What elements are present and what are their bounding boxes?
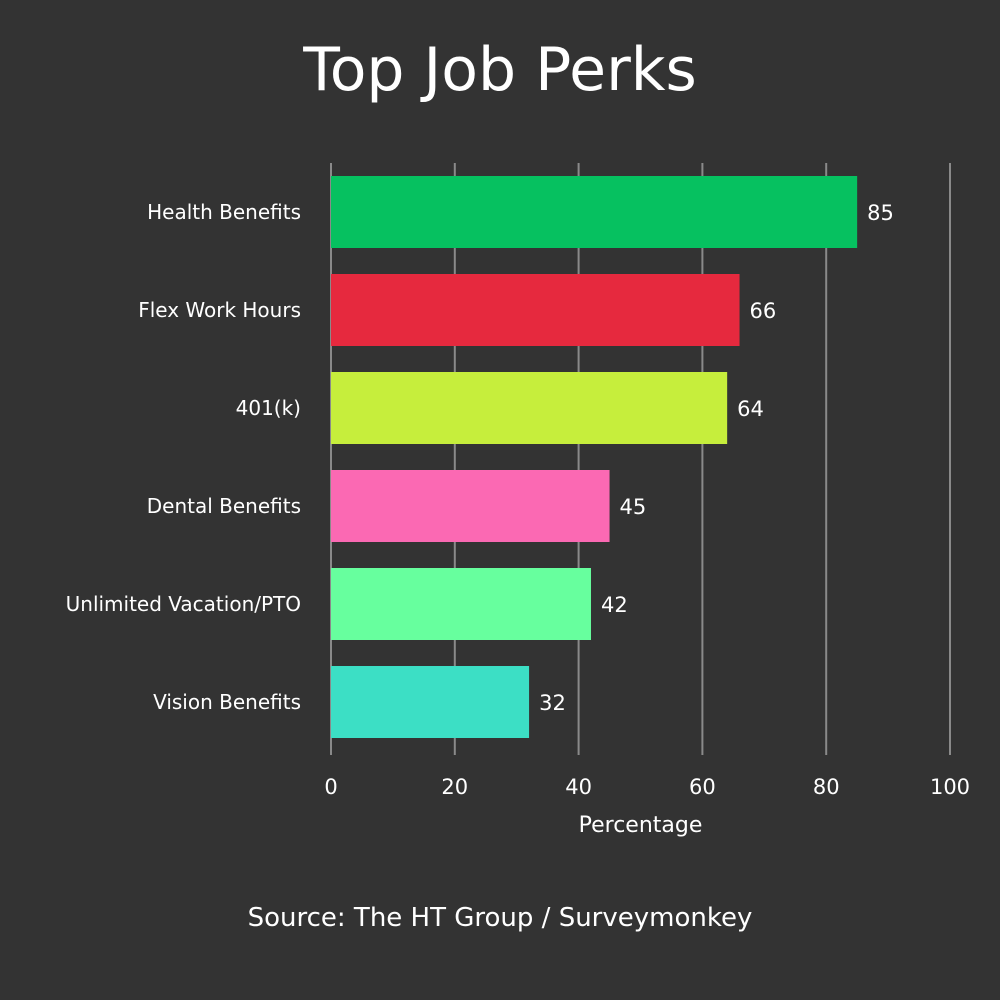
chart-title: Top Job Perks [303, 35, 697, 105]
bar-5 [331, 666, 530, 738]
data-label-2: 64 [737, 397, 764, 421]
data-label-5: 32 [539, 691, 566, 715]
category-label-1: Flex Work Hours [138, 298, 301, 322]
category-label-5: Vision Benefits [153, 690, 301, 714]
category-label-3: Dental Benefits [147, 494, 301, 518]
data-label-3: 45 [620, 495, 647, 519]
x-tick-label-4: 80 [813, 775, 840, 799]
bar-3 [331, 470, 610, 542]
data-label-0: 85 [867, 201, 894, 225]
category-label-4: Unlimited Vacation/PTO [66, 592, 301, 616]
source-note: Source: The HT Group / Surveymonkey [247, 903, 753, 933]
x-tick-label-0: 0 [324, 775, 337, 799]
bar-1 [331, 274, 740, 346]
x-tick-label-2: 40 [565, 775, 592, 799]
bar-2 [331, 372, 728, 444]
category-label-2: 401(k) [236, 396, 301, 420]
bar-0 [331, 176, 858, 248]
x-axis-label: Percentage [579, 813, 703, 838]
data-label-4: 42 [601, 593, 628, 617]
x-tick-label-5: 100 [930, 775, 970, 799]
data-label-1: 66 [750, 299, 777, 323]
bar-4 [331, 568, 591, 640]
x-tick-label-3: 60 [689, 775, 716, 799]
x-tick-label-1: 20 [441, 775, 468, 799]
category-label-0: Health Benefits [147, 200, 301, 224]
